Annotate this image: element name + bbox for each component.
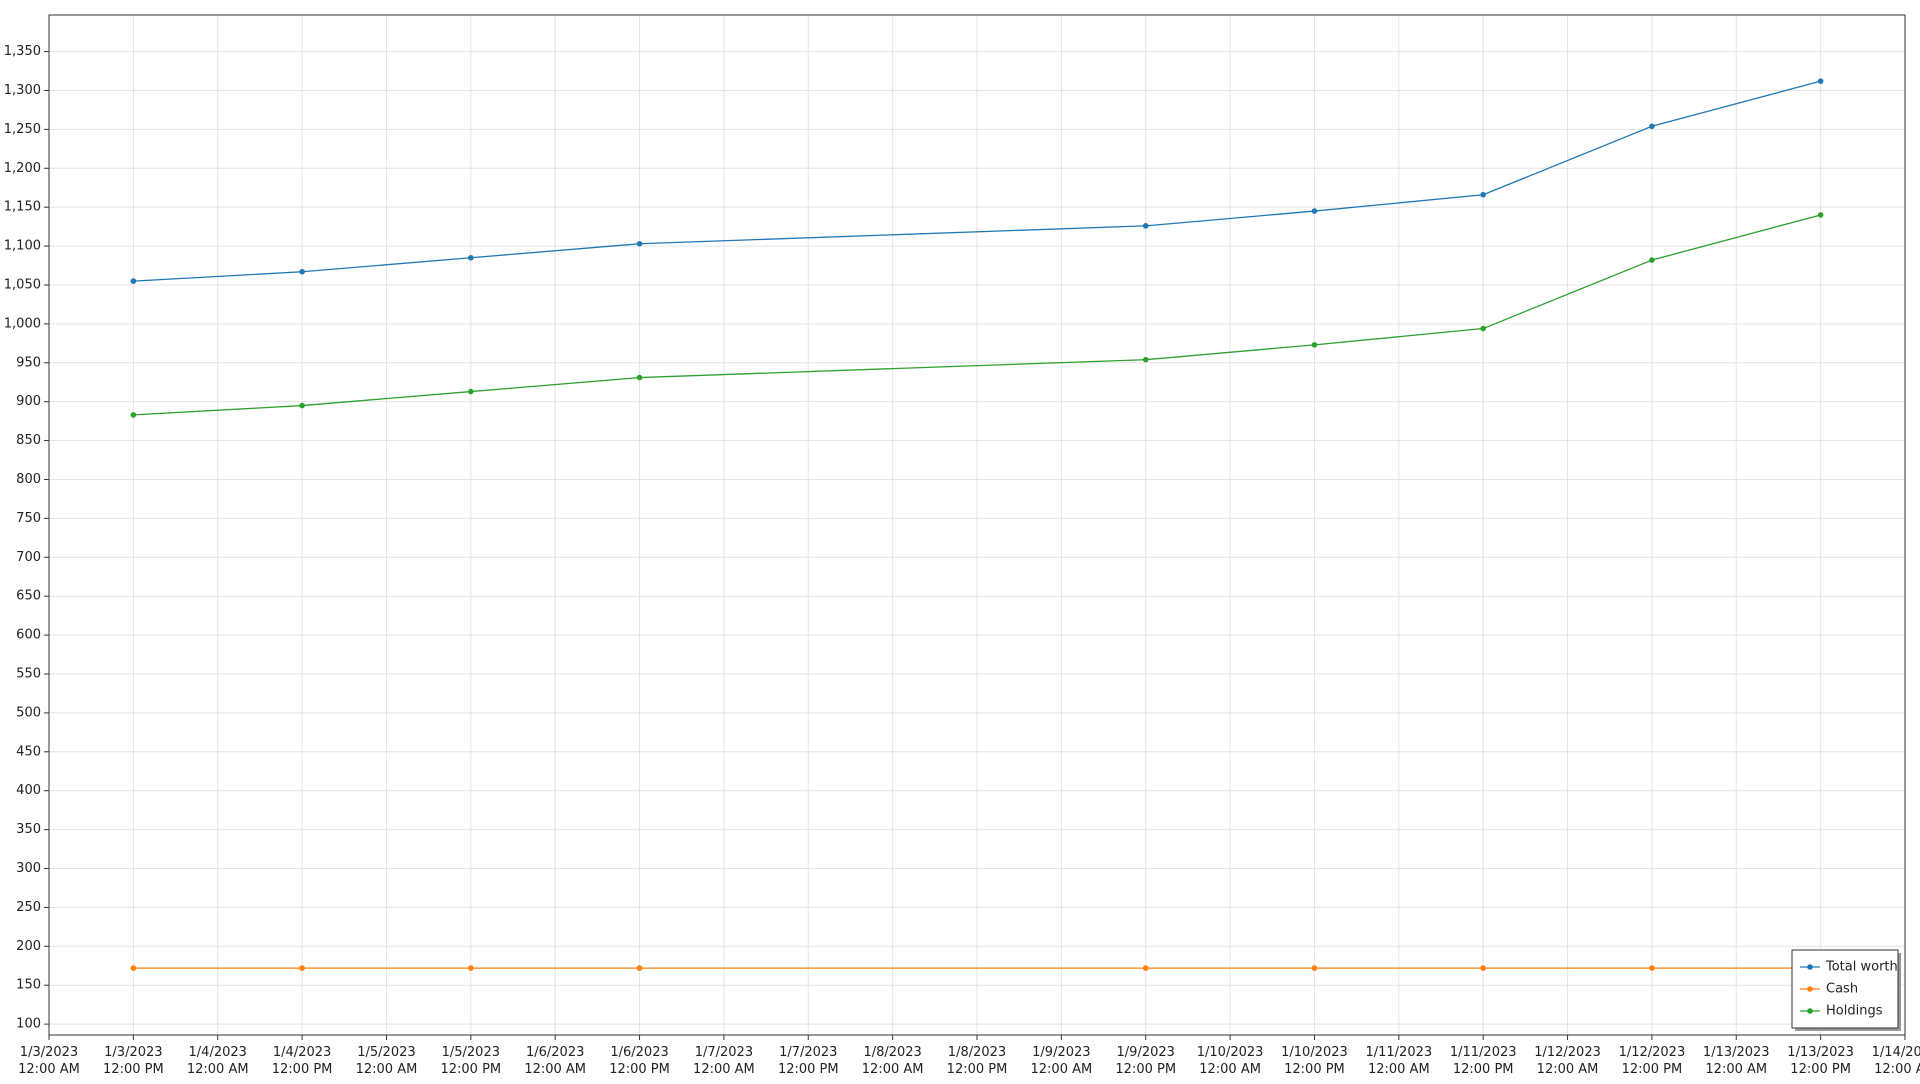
- x-tick-label: 1/7/2023 12:00 AM: [693, 1045, 755, 1077]
- data-point: [1649, 123, 1655, 130]
- x-tick-label: 1/4/2023 12:00 PM: [272, 1045, 333, 1077]
- x-tick-label: 1/13/2023 12:00 PM: [1787, 1045, 1854, 1077]
- x-tick-label: 1/10/2023 12:00 AM: [1197, 1045, 1264, 1077]
- y-tick-label: 700: [16, 550, 41, 565]
- legend-marker: [1807, 964, 1813, 970]
- y-tick-label: 400: [16, 783, 41, 798]
- x-tick-label: 1/8/2023 12:00 AM: [862, 1045, 924, 1077]
- data-point: [468, 965, 474, 971]
- data-point: [1817, 212, 1824, 218]
- x-tick-label: 1/11/2023 12:00 AM: [1365, 1045, 1432, 1077]
- x-tick-label: 1/5/2023 12:00 AM: [356, 1045, 418, 1077]
- data-point: [636, 374, 643, 381]
- data-point: [1649, 257, 1655, 263]
- x-tick-label: 1/8/2023 12:00 PM: [947, 1045, 1008, 1077]
- x-tick-label: 1/3/2023 12:00 PM: [103, 1045, 164, 1077]
- y-tick-label: 450: [16, 744, 41, 759]
- y-tick-label: 550: [16, 666, 41, 681]
- y-tick-label: 650: [16, 589, 41, 604]
- x-tick-label: 1/13/2023 12:00 AM: [1703, 1045, 1770, 1077]
- plot-frame: [48, 14, 1906, 1036]
- data-point: [1817, 78, 1824, 84]
- y-tick-label: 800: [16, 472, 41, 487]
- data-point: [130, 278, 137, 284]
- x-tick-label: 1/12/2023 12:00 AM: [1534, 1045, 1601, 1077]
- legend-label: Holdings: [1826, 1004, 1883, 1019]
- legend-marker: [1807, 1008, 1813, 1014]
- y-tick-label: 950: [16, 355, 41, 370]
- data-point: [1142, 356, 1149, 363]
- y-tick-label: 1,050: [4, 277, 41, 292]
- x-tick-label: 1/7/2023 12:00 PM: [778, 1045, 839, 1077]
- y-tick-label: 600: [16, 628, 41, 643]
- data-point: [1142, 965, 1149, 971]
- y-tick-label: 200: [16, 939, 41, 954]
- y-tick-label: 500: [16, 705, 41, 720]
- y-tick-label: 350: [16, 822, 41, 837]
- data-point: [299, 402, 305, 409]
- y-tick-label: 1,200: [4, 161, 41, 176]
- data-point: [468, 388, 474, 395]
- y-tick-label: 300: [16, 861, 41, 876]
- data-point: [1480, 191, 1486, 198]
- data-point: [130, 965, 137, 971]
- x-tick-label: 1/10/2023 12:00 PM: [1281, 1045, 1348, 1077]
- data-point: [636, 965, 643, 971]
- data-point: [299, 268, 305, 275]
- y-tick-label: 1,350: [4, 44, 41, 59]
- data-point: [1480, 965, 1486, 971]
- x-tick-label: 1/4/2023 12:00 AM: [187, 1045, 249, 1077]
- data-point: [1311, 208, 1318, 214]
- data-point: [1311, 342, 1318, 348]
- y-tick-label: 750: [16, 511, 41, 526]
- y-tick-label: 1,300: [4, 83, 41, 98]
- legend-label: Cash: [1826, 982, 1858, 997]
- legend-label: Total worth: [1825, 960, 1898, 975]
- y-tick-label: 150: [16, 978, 41, 993]
- x-tick-label: 1/3/2023 12:00 AM: [18, 1045, 80, 1077]
- x-tick-label: 1/9/2023 12:00 AM: [1031, 1045, 1093, 1077]
- y-tick-label: 1,150: [4, 200, 41, 215]
- data-point: [1480, 325, 1486, 332]
- y-tick-label: 1,250: [4, 122, 41, 137]
- y-tick-label: 1,100: [4, 239, 41, 254]
- data-point: [468, 254, 474, 261]
- data-point: [1142, 223, 1149, 229]
- data-point: [130, 412, 137, 418]
- y-tick-label: 1,000: [4, 316, 41, 331]
- y-tick-label: 100: [16, 1017, 41, 1032]
- y-tick-label: 900: [16, 394, 41, 409]
- x-tick-label: 1/6/2023 12:00 PM: [609, 1045, 670, 1077]
- x-tick-label: 1/9/2023 12:00 PM: [1115, 1045, 1176, 1077]
- y-tick-label: 850: [16, 433, 41, 448]
- x-tick-label: 1/5/2023 12:00 PM: [440, 1045, 501, 1077]
- data-point: [299, 965, 305, 971]
- x-tick-label: 1/12/2023 12:00 PM: [1619, 1045, 1686, 1077]
- data-point: [1311, 965, 1318, 971]
- data-point: [1649, 965, 1655, 971]
- y-tick-label: 250: [16, 900, 41, 915]
- data-point: [636, 240, 643, 247]
- legend-marker: [1807, 986, 1813, 992]
- x-tick-label: 1/11/2023 12:00 PM: [1450, 1045, 1517, 1077]
- x-tick-label: 1/6/2023 12:00 AM: [524, 1045, 586, 1077]
